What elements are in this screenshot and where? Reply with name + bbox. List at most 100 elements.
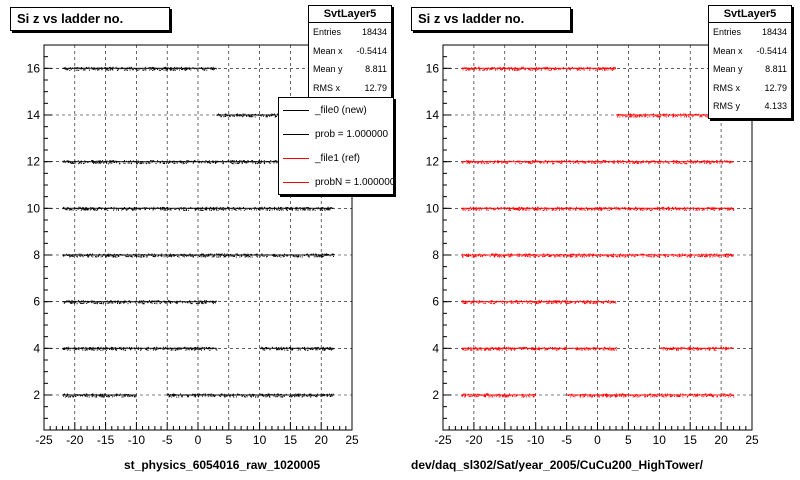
- data-point: [483, 68, 485, 70]
- data-point: [260, 115, 262, 117]
- data-point: [141, 256, 143, 258]
- data-point: [295, 255, 297, 257]
- data-point: [558, 255, 560, 257]
- data-point: [687, 160, 689, 162]
- data-segment: [259, 347, 334, 349]
- data-point: [171, 255, 173, 257]
- data-point: [626, 255, 628, 257]
- data-point: [675, 115, 677, 117]
- data-point: [675, 209, 677, 211]
- data-point: [685, 162, 687, 164]
- data-point: [118, 303, 120, 305]
- data-point: [695, 113, 697, 115]
- data-point: [298, 395, 300, 397]
- data-point: [654, 160, 656, 162]
- data-point: [574, 303, 576, 304]
- x-tick-label: 5: [225, 433, 232, 447]
- data-point: [620, 162, 622, 164]
- data-point: [542, 209, 544, 211]
- data-point: [174, 208, 176, 210]
- data-point: [651, 253, 653, 255]
- data-point: [518, 207, 520, 209]
- data-point: [686, 256, 688, 258]
- data-point: [626, 115, 628, 117]
- data-point: [319, 256, 321, 258]
- data-point: [168, 300, 170, 302]
- data-point: [217, 113, 219, 115]
- data-point: [599, 209, 601, 211]
- data-point: [63, 206, 65, 208]
- data-point: [490, 208, 492, 210]
- data-point: [112, 66, 114, 68]
- data-point: [107, 69, 109, 71]
- data-point: [87, 255, 89, 257]
- data-point: [102, 395, 104, 397]
- data-point: [207, 393, 209, 395]
- data-point: [126, 253, 128, 255]
- data-point: [80, 209, 82, 211]
- data-point: [204, 162, 206, 164]
- data-segment: [167, 394, 334, 396]
- data-point: [113, 208, 115, 210]
- data-point: [704, 160, 706, 162]
- data-point: [646, 255, 648, 257]
- data-point: [112, 160, 114, 162]
- data-point: [117, 208, 119, 210]
- data-point: [471, 302, 473, 304]
- data-point: [255, 253, 257, 255]
- data-point: [668, 209, 670, 211]
- data-point: [505, 162, 507, 163]
- data-point: [130, 255, 132, 257]
- data-point: [584, 209, 586, 211]
- data-point: [461, 256, 463, 258]
- data-point: [283, 256, 285, 257]
- data-point: [175, 302, 177, 304]
- data-point: [592, 256, 594, 258]
- data-point: [143, 207, 145, 208]
- data-point: [629, 209, 631, 211]
- data-point: [235, 162, 237, 164]
- data-point: [487, 348, 489, 350]
- data-point: [164, 162, 166, 164]
- data-point: [317, 393, 319, 395]
- data-point: [130, 160, 131, 162]
- data-point: [252, 162, 254, 164]
- data-point: [466, 349, 468, 351]
- data-point: [578, 301, 579, 303]
- data-point: [186, 347, 188, 349]
- data-point: [628, 206, 630, 208]
- data-point: [84, 68, 86, 70]
- data-point: [96, 349, 98, 351]
- data-point: [662, 113, 664, 115]
- data-point: [333, 348, 335, 350]
- data-point: [274, 160, 276, 162]
- data-point: [109, 255, 111, 257]
- data-point: [226, 115, 228, 117]
- data-point: [611, 256, 613, 257]
- data-point: [137, 163, 139, 165]
- data-point: [644, 115, 646, 117]
- data-point: [289, 348, 291, 350]
- data-point: [692, 115, 694, 117]
- data-point: [540, 162, 541, 164]
- data-point: [103, 162, 105, 164]
- data-point: [231, 162, 233, 164]
- data-point: [148, 67, 150, 68]
- data-point: [100, 208, 102, 210]
- data-segment: [616, 114, 734, 116]
- data-point: [246, 115, 248, 117]
- data-point: [538, 256, 540, 258]
- data-point: [247, 160, 249, 162]
- data-point: [133, 207, 135, 208]
- data-point: [78, 349, 80, 351]
- data-point: [176, 348, 178, 350]
- data-point: [582, 255, 584, 257]
- data-point: [125, 209, 127, 211]
- data-point: [153, 69, 155, 71]
- data-point: [665, 256, 666, 258]
- data-point: [231, 209, 233, 211]
- data-point: [94, 209, 96, 211]
- data-point: [215, 302, 216, 304]
- data-point: [111, 396, 113, 398]
- data-point: [126, 209, 128, 211]
